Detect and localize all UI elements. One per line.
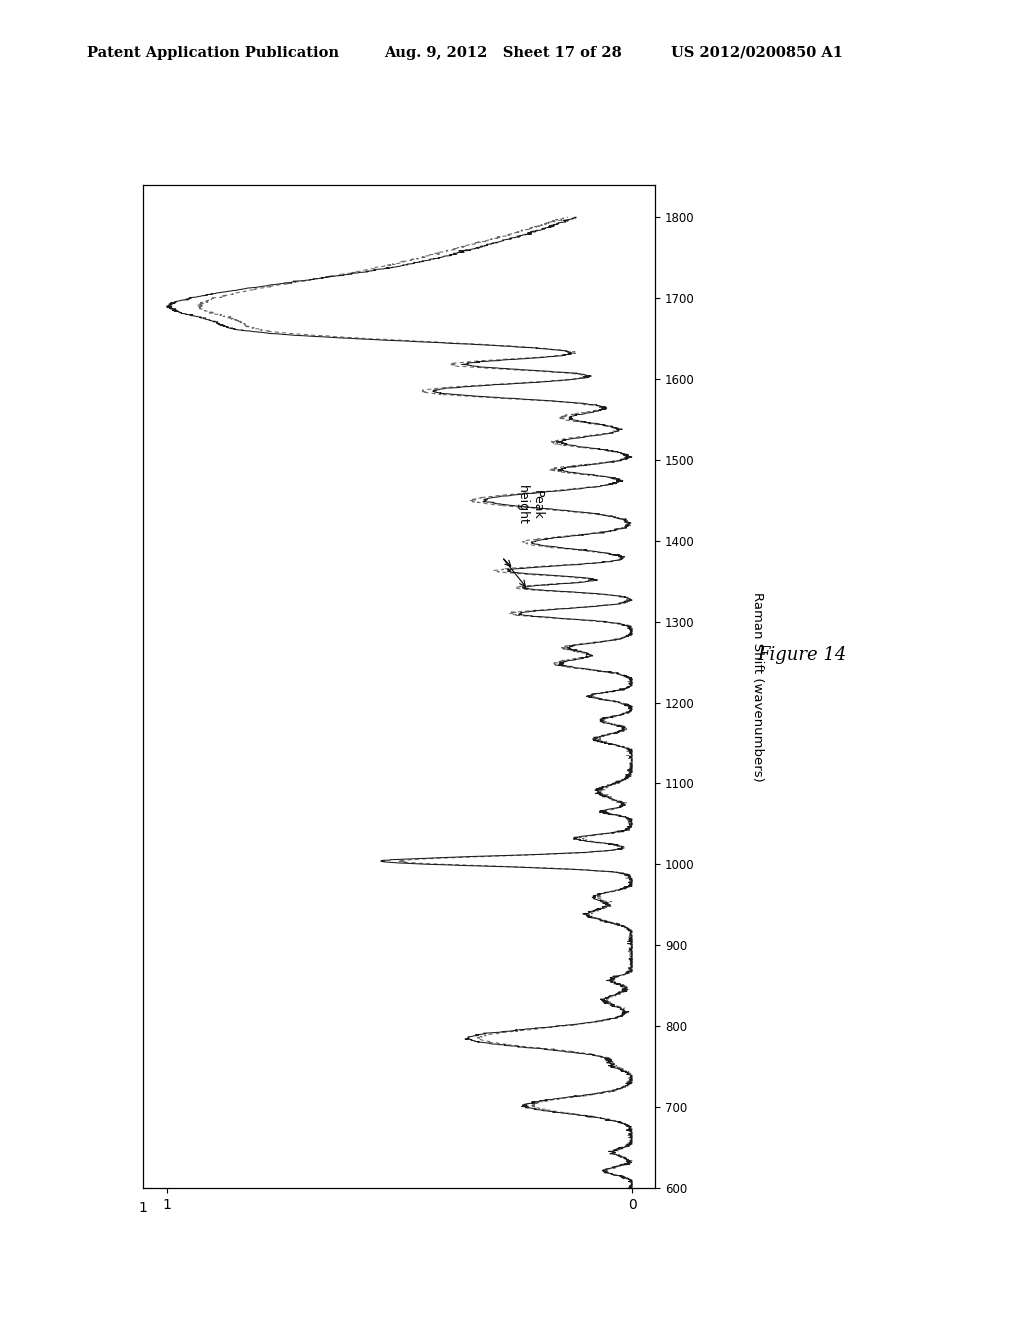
Text: Peak
height: Peak height (516, 484, 544, 524)
Y-axis label: Raman Shift (wavenumbers): Raman Shift (wavenumbers) (752, 591, 764, 781)
Text: US 2012/0200850 A1: US 2012/0200850 A1 (671, 46, 843, 59)
Text: 1: 1 (139, 1201, 147, 1216)
Text: Figure 14: Figure 14 (758, 645, 847, 664)
Text: Aug. 9, 2012   Sheet 17 of 28: Aug. 9, 2012 Sheet 17 of 28 (384, 46, 622, 59)
Text: Patent Application Publication: Patent Application Publication (87, 46, 339, 59)
